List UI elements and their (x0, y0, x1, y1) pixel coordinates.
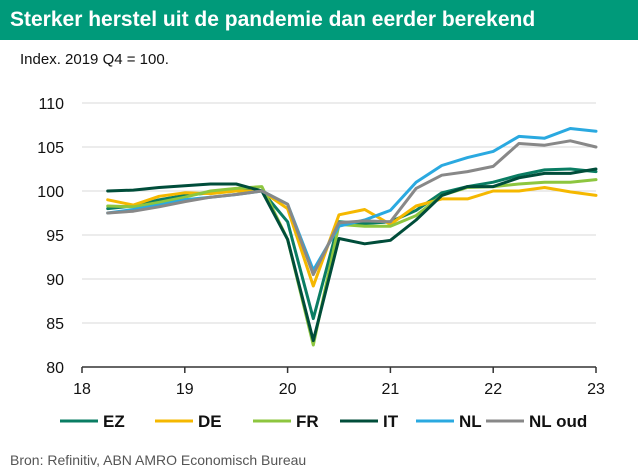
x-tick-label: 22 (484, 381, 502, 398)
chart-subtitle: Index. 2019 Q4 = 100. (20, 51, 169, 68)
y-axis-ticks: 80 85 90 95 100 105 110 (37, 96, 64, 377)
y-tick-label: 90 (46, 272, 64, 289)
x-axis: 18 19 20 21 22 23 (73, 366, 605, 398)
x-tick-label: 19 (176, 381, 194, 398)
series-line-fr (106, 178, 598, 347)
legend-label-fr: FR (296, 412, 319, 431)
legend-label-de: DE (198, 412, 222, 431)
series-line-nl-oud (106, 139, 598, 277)
legend-label-nl: NL (459, 412, 482, 431)
y-tick-label: 105 (37, 140, 64, 157)
series-line-nl (106, 127, 598, 272)
y-tick-label: 110 (38, 96, 64, 113)
y-tick-label: 85 (46, 316, 64, 333)
legend-label-it: IT (383, 412, 399, 431)
x-tick-label: 21 (382, 381, 400, 398)
y-tick-label: 95 (46, 228, 64, 245)
y-tick-label: 80 (46, 360, 64, 377)
source-note: Bron: Refinitiv, ABN AMRO Economisch Bur… (10, 452, 307, 468)
chart-title: Sterker herstel uit de pandemie dan eerd… (0, 0, 638, 40)
x-tick-label: 18 (73, 381, 91, 398)
legend: EZ DE FR IT NL NL oud (60, 412, 587, 431)
x-tick-label: 20 (279, 381, 297, 398)
y-tick-label: 100 (37, 184, 64, 201)
legend-label-nl-oud: NL oud (529, 412, 587, 431)
series-lines (106, 127, 598, 347)
series-line-it (106, 167, 598, 343)
series-line-de (106, 186, 598, 288)
legend-label-ez: EZ (103, 412, 125, 431)
x-tick-label: 23 (587, 381, 605, 398)
